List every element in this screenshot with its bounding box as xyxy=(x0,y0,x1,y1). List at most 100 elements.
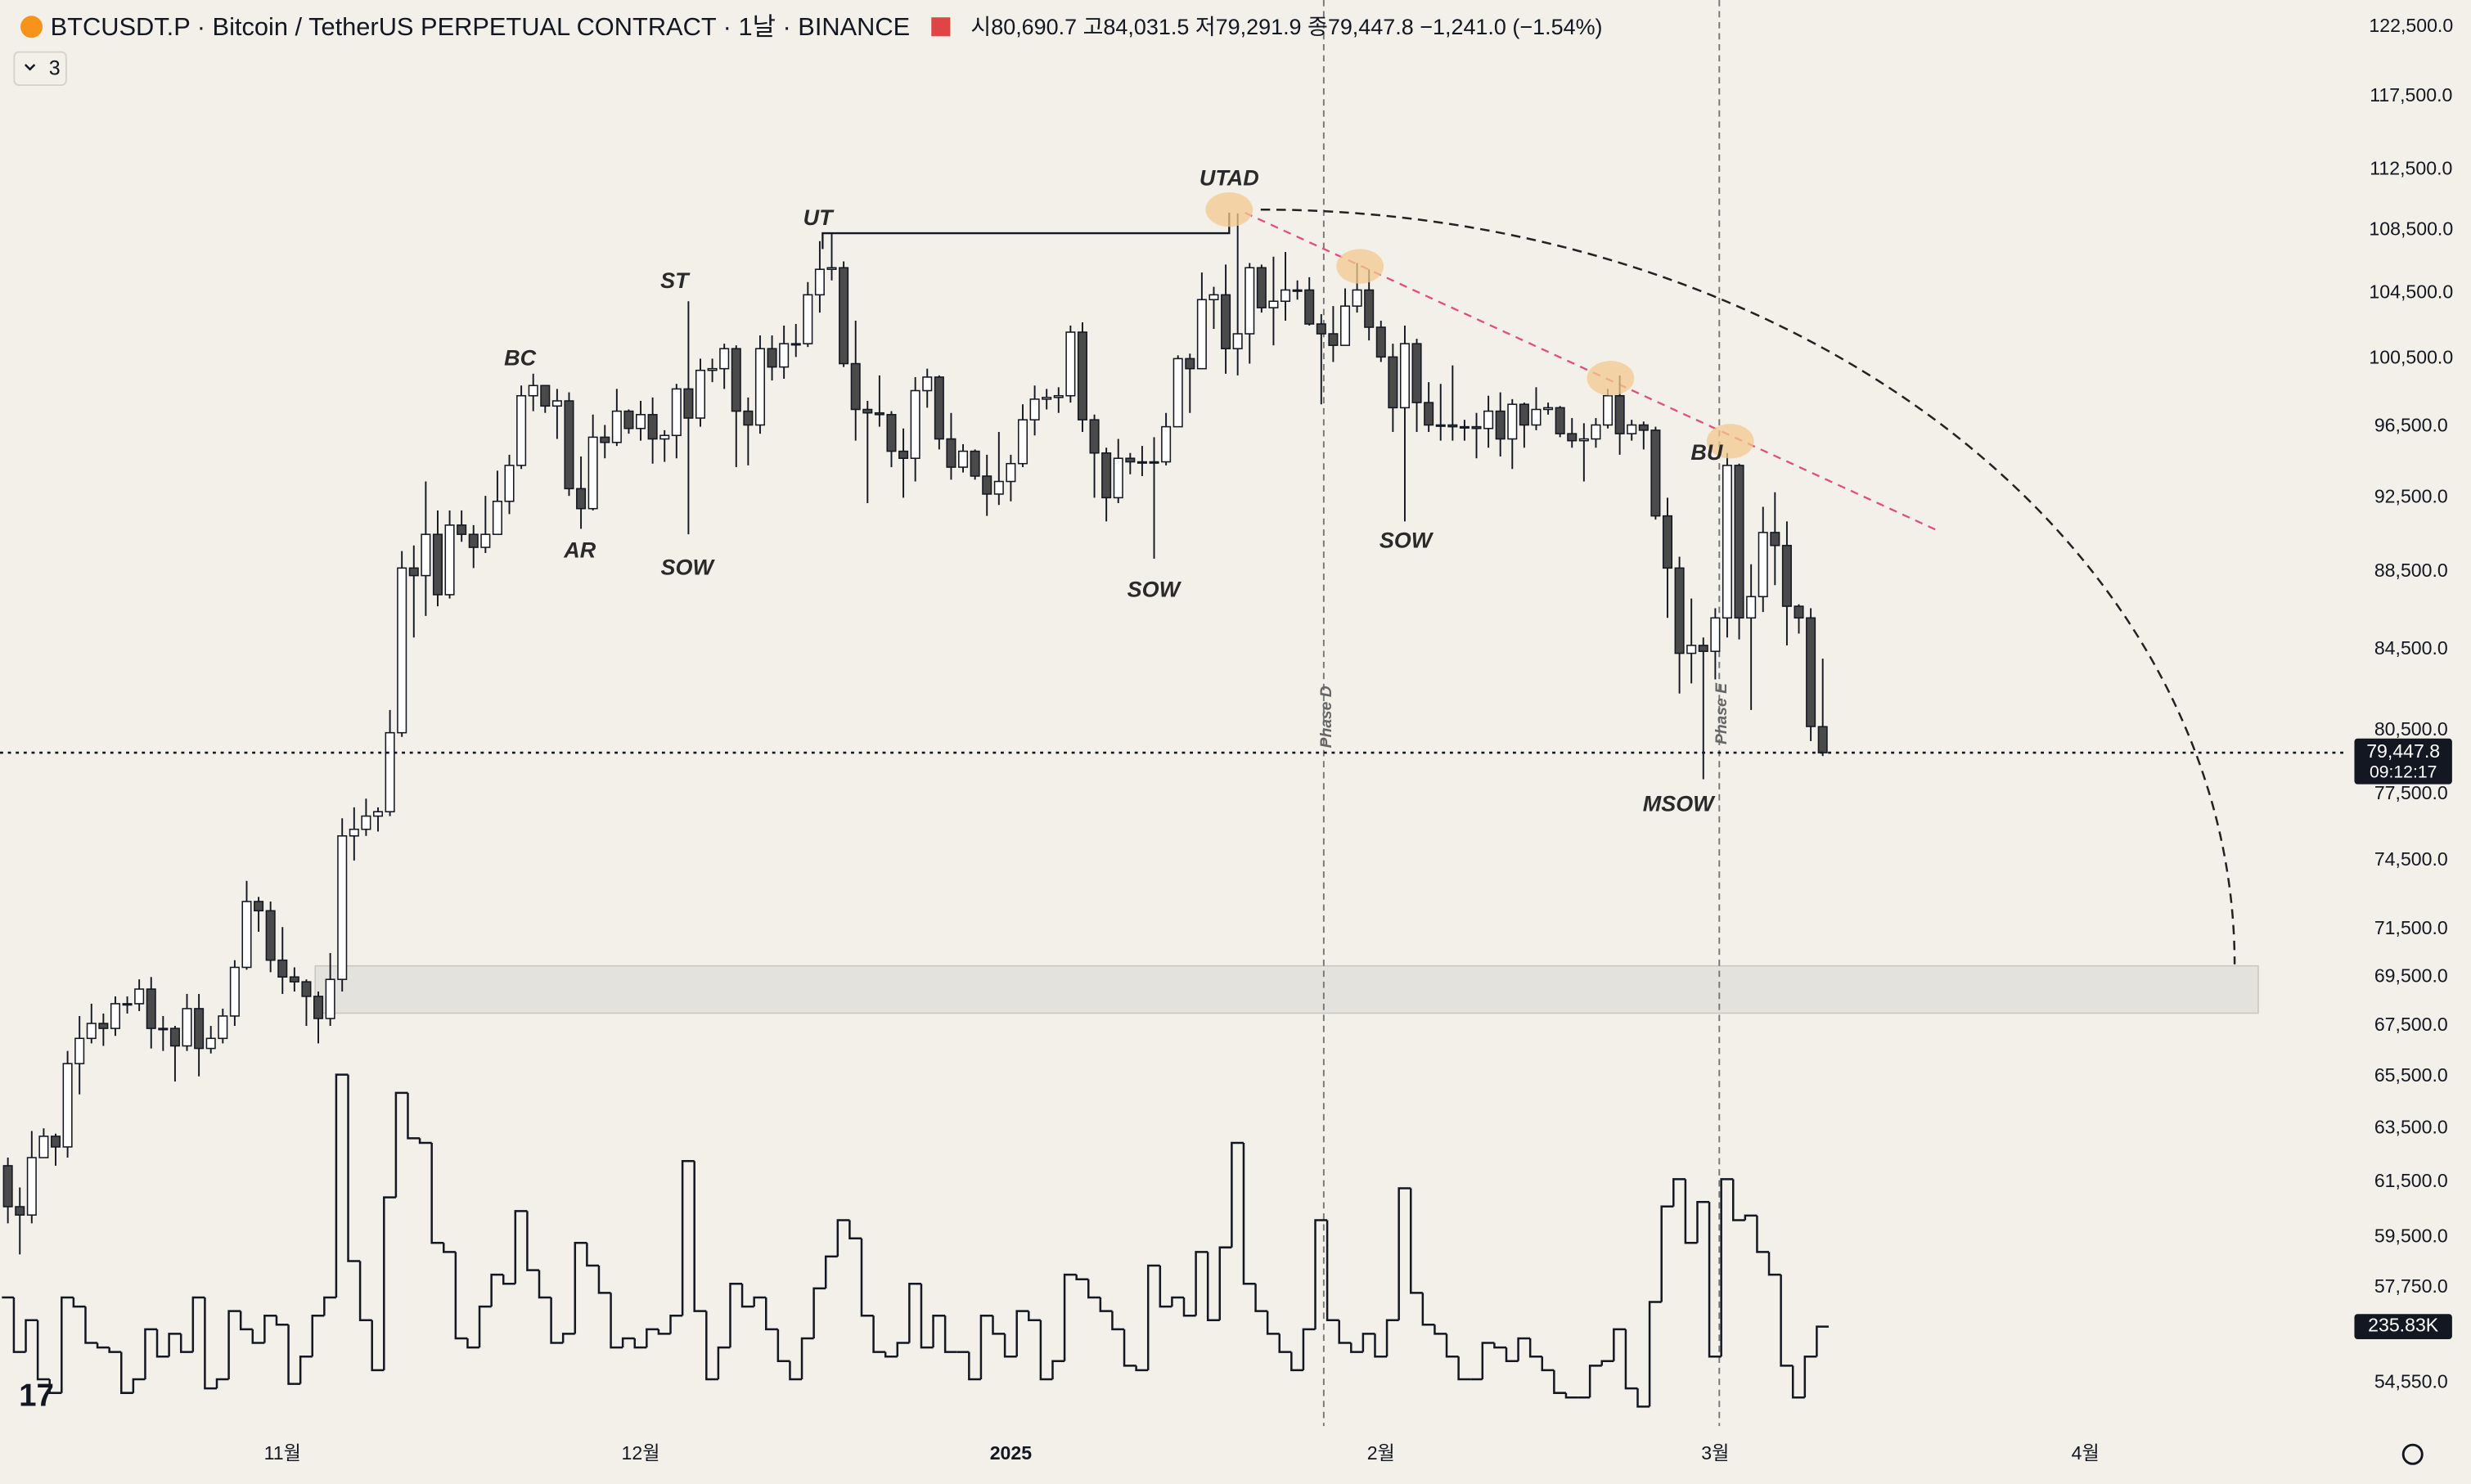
candle-body xyxy=(1375,326,1386,358)
candle-body xyxy=(1817,726,1828,753)
volume-step xyxy=(968,1351,981,1381)
volume-step xyxy=(621,1337,635,1348)
candle-body xyxy=(397,567,407,734)
volume-step xyxy=(1123,1329,1136,1367)
volume-step xyxy=(848,1220,862,1239)
volume-step xyxy=(1302,1328,1316,1370)
volume-step xyxy=(526,1211,539,1271)
candle-body xyxy=(600,436,610,443)
candle-body xyxy=(1172,358,1183,428)
volume-step xyxy=(1326,1220,1339,1322)
volume-step xyxy=(1600,1360,1614,1366)
highlight-circle xyxy=(1706,424,1754,459)
settings-icon[interactable] xyxy=(2401,1443,2424,1465)
annotations: BC AR ST SOW UT SOW UTAD SOW Phase D BU MSOW Phase … xyxy=(504,166,1731,816)
volume-step xyxy=(597,1266,611,1294)
candle-body xyxy=(1053,394,1064,398)
volume-step xyxy=(323,1296,336,1316)
volume-step xyxy=(1588,1365,1602,1398)
volume-step xyxy=(1182,1297,1196,1317)
y-tick-label: 117,500.0 xyxy=(2370,84,2452,106)
candle-body xyxy=(1042,397,1052,400)
candle-body xyxy=(1113,457,1123,499)
candle-body xyxy=(1495,410,1506,440)
candle-body xyxy=(1555,407,1565,434)
candle-body xyxy=(826,267,837,270)
candle-body xyxy=(1101,452,1112,499)
volume-step xyxy=(1553,1369,1566,1394)
volume-step xyxy=(943,1315,957,1353)
logo[interactable]: 17 xyxy=(19,1378,54,1414)
candle-body xyxy=(1674,567,1685,654)
candle-body xyxy=(671,388,682,437)
volume-step xyxy=(418,1138,432,1144)
volume-step xyxy=(72,1297,86,1308)
candle-body xyxy=(1232,333,1243,349)
volume-step xyxy=(1505,1347,1519,1363)
volume-step xyxy=(657,1329,671,1335)
volume-step xyxy=(824,1255,838,1288)
candle-body xyxy=(98,1023,109,1029)
candle-body xyxy=(814,268,825,296)
y-tick-label: 100,500.0 xyxy=(2369,346,2453,367)
candle-body xyxy=(1006,462,1016,483)
volume-step xyxy=(215,1378,229,1389)
candle-body xyxy=(1125,457,1136,463)
candle-body xyxy=(146,988,156,1029)
volume-step xyxy=(646,1328,659,1348)
annotation: UT xyxy=(803,205,835,230)
volume-step xyxy=(1672,1178,1686,1207)
volume-step xyxy=(12,1297,26,1353)
candle-body xyxy=(205,1037,216,1050)
y-tick-label: 67,500.0 xyxy=(2374,1014,2448,1035)
candle-body xyxy=(385,731,395,812)
annotation: SOW xyxy=(1380,528,1434,553)
candle-body xyxy=(1806,617,1816,727)
candle-body xyxy=(372,811,384,817)
candle-body xyxy=(1471,425,1482,429)
price-tag-value: 79,447.8 xyxy=(2366,740,2440,762)
flag-icon[interactable] xyxy=(931,17,951,37)
volume-step xyxy=(1421,1293,1435,1326)
candle-body xyxy=(1638,424,1649,431)
candle-body xyxy=(301,981,312,997)
volume-step xyxy=(1481,1342,1495,1380)
indicator-toggle[interactable] xyxy=(13,51,67,87)
annotation: Phase E xyxy=(1713,682,1731,744)
volume-step xyxy=(1266,1311,1280,1335)
annotation: BC xyxy=(504,345,536,370)
candle-body xyxy=(134,988,145,1005)
candle-body xyxy=(1734,465,1744,619)
volume-step xyxy=(1350,1342,1363,1353)
candle-body xyxy=(1543,407,1554,411)
y-tick-label: 69,500.0 xyxy=(2374,965,2448,986)
candle-body xyxy=(636,414,646,429)
candle-body xyxy=(982,475,992,495)
candle-body xyxy=(1627,424,1637,434)
highlight-circle xyxy=(1205,192,1254,227)
annotation: Phase D xyxy=(1318,686,1335,748)
candle-body xyxy=(862,408,873,414)
volume-step xyxy=(84,1306,98,1344)
volume-step xyxy=(191,1296,205,1352)
candle-body xyxy=(946,438,956,468)
volume-step xyxy=(1660,1205,1674,1302)
candle-body xyxy=(803,294,813,344)
candle-body xyxy=(169,1028,180,1047)
candle-body xyxy=(1447,424,1458,428)
volume-step xyxy=(765,1297,778,1331)
chevron-icon xyxy=(24,64,36,71)
candle-body xyxy=(432,533,443,596)
volume-step xyxy=(776,1329,790,1363)
candle-body xyxy=(1567,433,1578,442)
symbol-icon xyxy=(20,16,43,38)
symbol-title[interactable]: BTCUSDT.P · Bitcoin / TetherUS PERPETUAL… xyxy=(51,12,911,41)
candle-body xyxy=(1424,402,1434,426)
volume-step xyxy=(1254,1284,1268,1312)
volume-step xyxy=(1708,1202,1722,1358)
annotation: BU xyxy=(1690,440,1723,465)
candle-body xyxy=(50,1135,61,1148)
volume-step xyxy=(1218,1246,1232,1320)
volume-step xyxy=(155,1329,169,1358)
